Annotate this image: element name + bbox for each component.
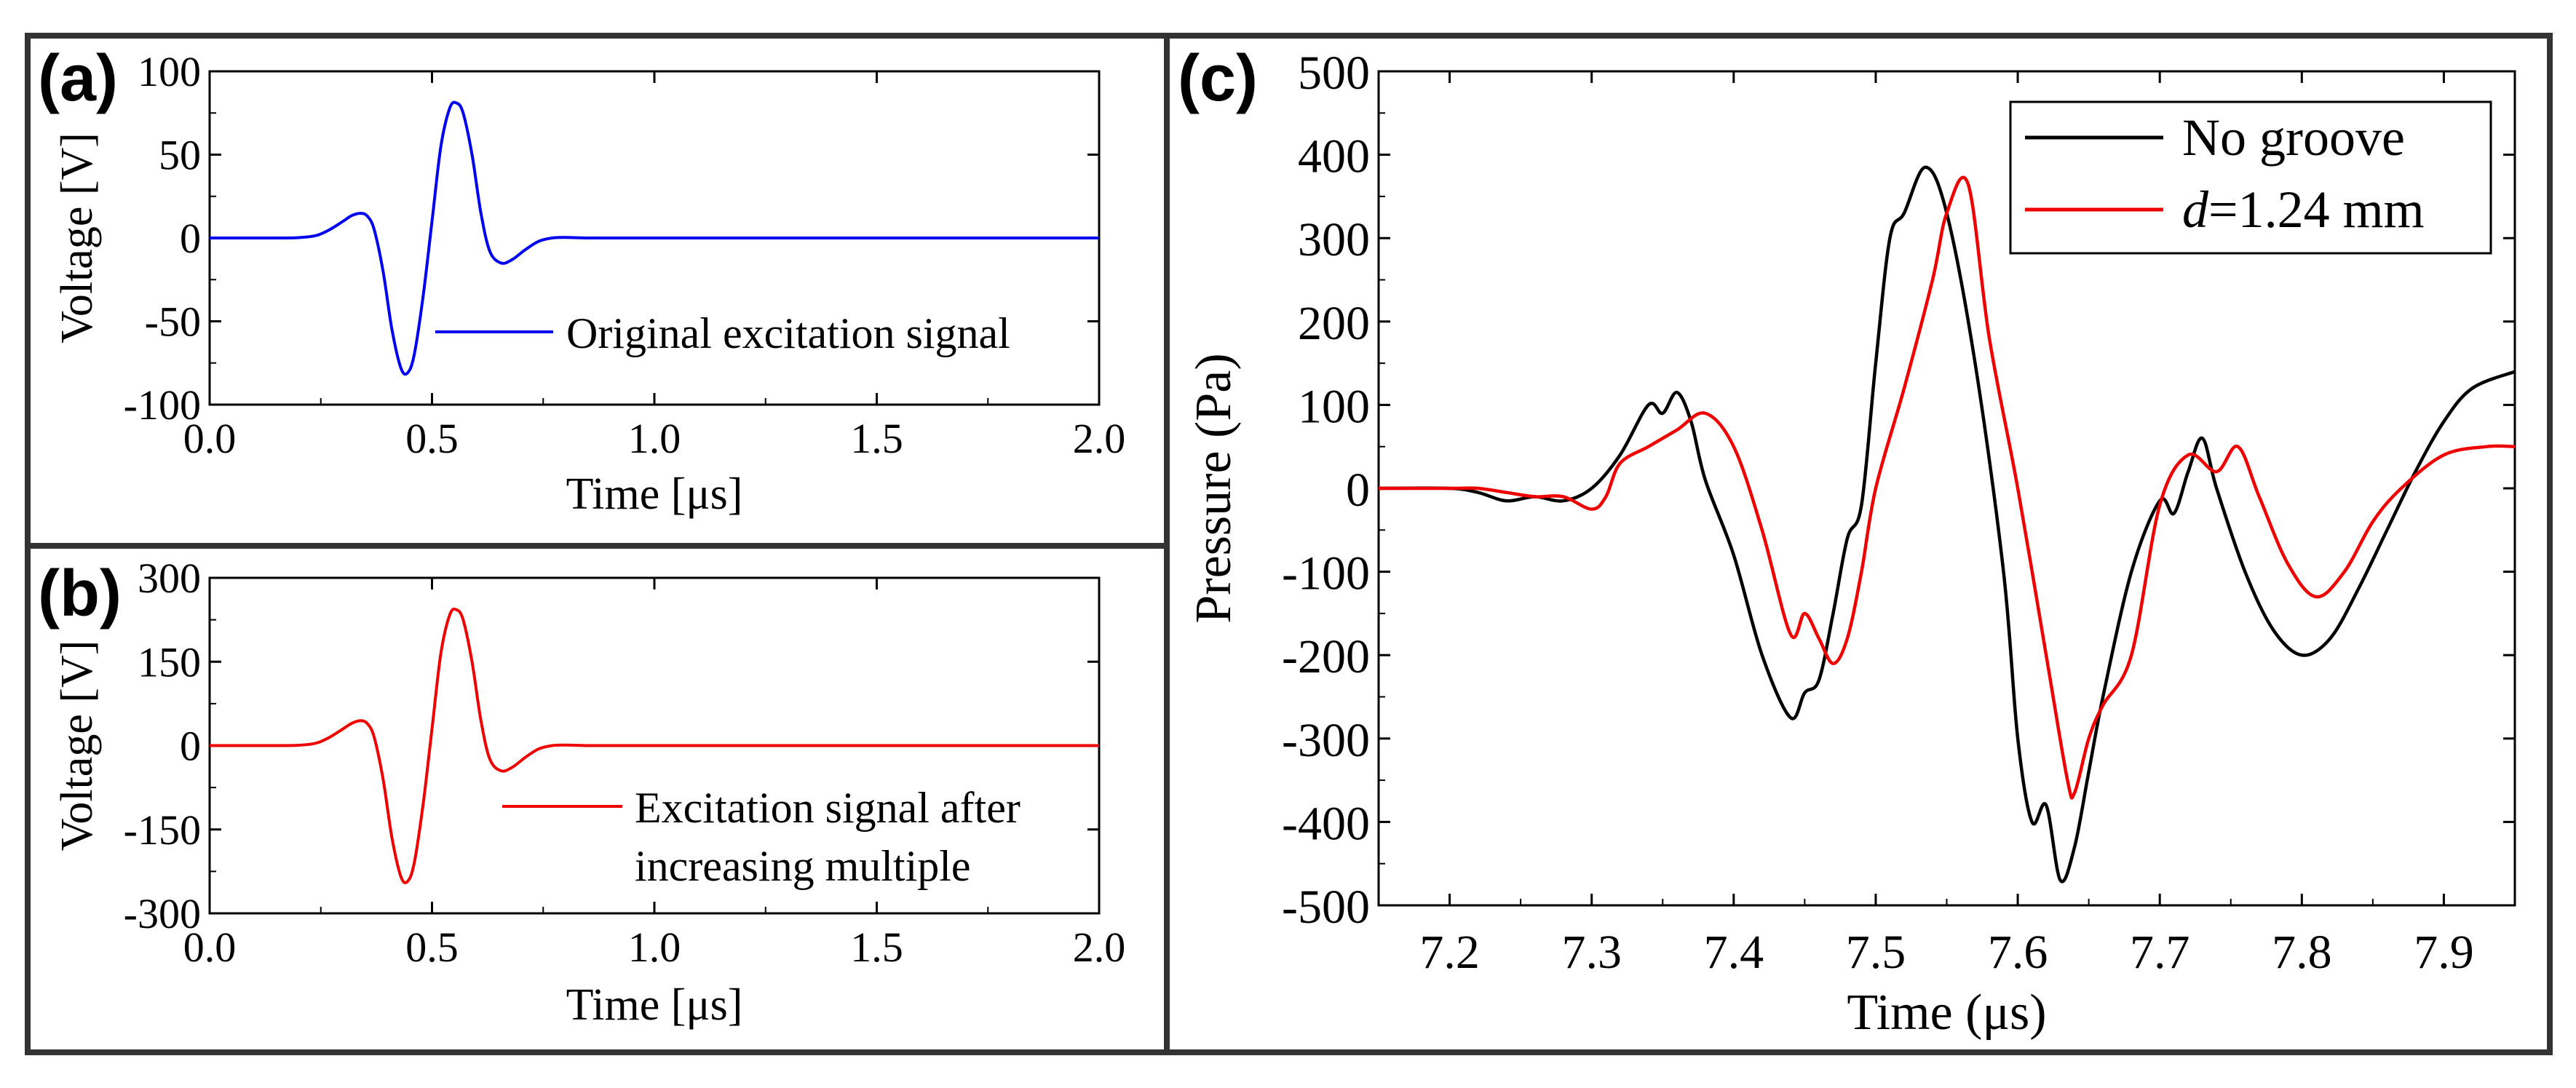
x-tick-label: 0.0 xyxy=(183,924,237,971)
y-tick-label: 150 xyxy=(138,638,201,686)
series-line xyxy=(1378,165,2516,883)
x-tick-label: 2.0 xyxy=(1073,924,1126,971)
y-axis-title: Pressure (Pa) xyxy=(1186,353,1242,623)
legend-label-italic: d xyxy=(2182,180,2209,239)
legend-label: d=1.24 mm xyxy=(2182,180,2425,239)
panel-label-c: (c) xyxy=(1178,42,1258,115)
x-tick-label: 1.0 xyxy=(628,924,681,971)
x-tick-label: 0.0 xyxy=(183,415,237,462)
legend-label-text: =1.24 mm xyxy=(2208,180,2425,239)
x-axis-title: Time [μs] xyxy=(566,469,743,519)
legend-label: No groove xyxy=(2182,108,2405,167)
y-tick-label: 0 xyxy=(180,723,201,770)
x-tick-label: 1.0 xyxy=(628,415,681,462)
x-tick-label: 7.6 xyxy=(1988,926,2048,979)
y-tick-label: 0 xyxy=(180,215,201,262)
y-tick-label: -150 xyxy=(124,806,201,854)
y-tick-label: 200 xyxy=(1298,297,1370,350)
x-tick-label: 7.3 xyxy=(1561,926,1622,979)
legend-label: Excitation signal after xyxy=(635,784,1021,832)
legend-label-text: No groove xyxy=(2182,108,2405,167)
y-tick-label: -200 xyxy=(1282,630,1370,683)
x-tick-label: 1.5 xyxy=(850,415,903,462)
chart-c: 7.2 7.3 7.4 7.5 7.6 7.7 7.8 7.9 500 400 300 200 100 0… xyxy=(1186,47,2516,1041)
y-axis-title: Voltage [V] xyxy=(52,132,102,344)
chart-a: 0.0 0.5 1.0 1.5 2.0 100 50 0 -50 -100 Time [μs] Vol… xyxy=(52,48,1125,519)
y-tick-label: -100 xyxy=(124,381,201,429)
y-tick-label: -300 xyxy=(1282,714,1370,767)
x-axis-title: Time [μs] xyxy=(566,980,743,1030)
y-axis-title: Voltage [V] xyxy=(52,640,102,851)
series-line xyxy=(210,100,1099,376)
legend-box xyxy=(2009,100,2492,255)
x-axis-title: Time (μs) xyxy=(1847,985,2046,1041)
y-tick-label: 100 xyxy=(1298,380,1370,433)
x-tick-label: 7.9 xyxy=(2414,926,2474,979)
x-tick-label: 1.5 xyxy=(850,924,903,971)
x-tick-label: 2.0 xyxy=(1073,415,1126,462)
y-tick-label: 400 xyxy=(1298,130,1370,183)
panel-label-b: (b) xyxy=(38,557,122,630)
y-tick-label: -400 xyxy=(1282,797,1370,850)
x-tick-label: 7.8 xyxy=(2272,926,2332,979)
legend-label: increasing multiple xyxy=(635,842,971,890)
series-line xyxy=(210,607,1099,884)
y-tick-label: 100 xyxy=(138,48,201,95)
y-tick-label: 300 xyxy=(138,555,201,602)
x-tick-label: 7.2 xyxy=(1419,926,1480,979)
chart-b: 0.0 0.5 1.0 1.5 2.0 300 150 0 -150 -300 Time [μs] V… xyxy=(52,555,1125,1030)
x-tick-label: 0.5 xyxy=(405,415,459,462)
y-tick-label: 500 xyxy=(1298,47,1370,100)
panel-c-frame xyxy=(1164,33,2553,1055)
y-tick-label: 50 xyxy=(159,132,201,179)
x-tick-label: 7.4 xyxy=(1704,926,1764,979)
y-tick-label: -50 xyxy=(145,298,201,346)
y-tick-label: -500 xyxy=(1282,881,1370,934)
x-tick-label: 7.7 xyxy=(2130,926,2190,979)
y-tick-label: -100 xyxy=(1282,547,1370,600)
panel-label-a: (a) xyxy=(38,42,118,115)
x-tick-label: 0.5 xyxy=(405,924,459,971)
y-tick-label: -300 xyxy=(124,890,201,937)
y-tick-label: 300 xyxy=(1298,213,1370,266)
legend-label: Original excitation signal xyxy=(566,309,1010,357)
x-tick-label: 7.5 xyxy=(1846,926,1906,979)
series-line xyxy=(1379,175,2516,800)
y-tick-label: 0 xyxy=(1346,464,1370,517)
